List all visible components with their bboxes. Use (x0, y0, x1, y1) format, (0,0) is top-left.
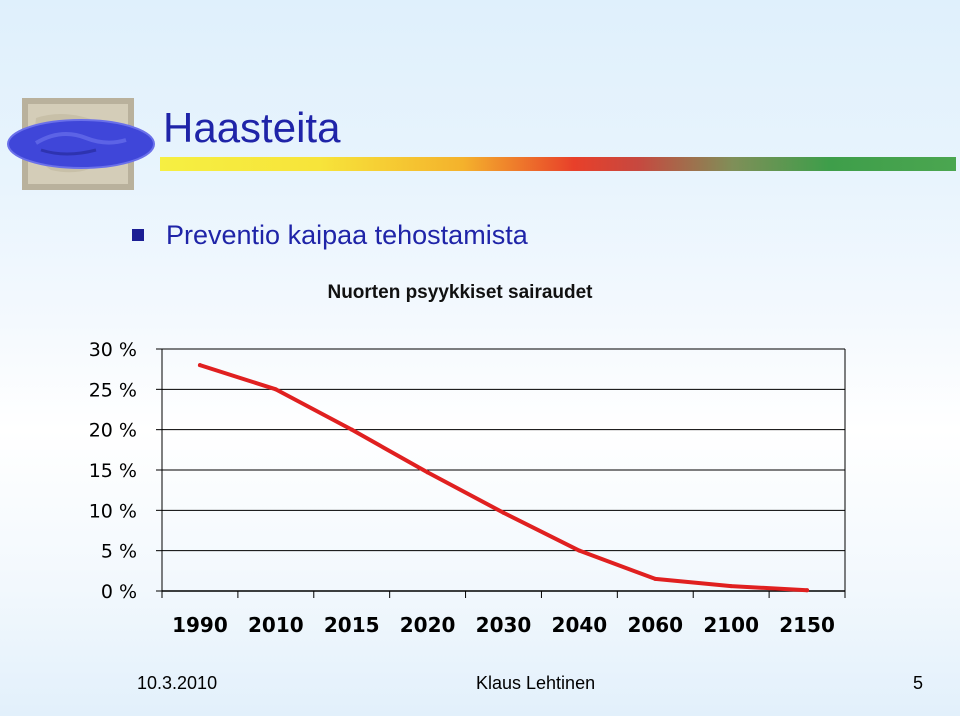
chart-gridlines (162, 348, 845, 552)
y-tick-label: 0 % (101, 581, 137, 603)
bullet-item: Preventio kaipaa tehostamista (132, 218, 528, 252)
x-tick-label: 2150 (779, 613, 835, 637)
chart-series (197, 363, 810, 593)
y-axis-labels: 0 % 5 % 10 % 15 % 20 % 25 % 30 % (89, 339, 137, 603)
x-tick-label: 2060 (627, 613, 683, 637)
y-tick-label: 5 % (101, 541, 137, 563)
data-point (349, 427, 354, 432)
chart-axes (156, 348, 846, 598)
bullet-text: Preventio kaipaa tehostamista (166, 219, 528, 250)
data-point (273, 387, 278, 392)
y-tick-label: 20 % (89, 420, 137, 442)
x-tick-label: 2040 (552, 613, 608, 637)
x-tick-label: 2015 (324, 613, 380, 637)
slide-title: Haasteita (163, 104, 341, 151)
title-underline-bar (160, 157, 956, 171)
data-point (805, 588, 810, 593)
x-tick-label: 2030 (476, 613, 532, 637)
x-tick-label: 2100 (703, 613, 759, 637)
y-tick-label: 15 % (89, 460, 137, 482)
data-point (729, 584, 734, 589)
data-point (501, 510, 506, 515)
data-point (425, 470, 430, 475)
chart-title: Nuorten psyykkiset sairaudet (327, 282, 593, 303)
footer-author: Klaus Lehtinen (476, 673, 596, 693)
x-axis-labels: 1990 2010 2015 2020 2030 2040 2060 2100 2150 (172, 613, 835, 637)
data-point (577, 548, 582, 553)
footer-page-number: 5 (913, 673, 924, 693)
handshake-photo-logo-icon (7, 98, 155, 190)
series-line (197, 363, 810, 593)
x-tick-label: 2010 (248, 613, 304, 637)
data-point (197, 363, 202, 368)
x-tick-label: 2020 (400, 613, 456, 637)
footer-date: 10.3.2010 (137, 673, 218, 693)
y-tick-label: 25 % (89, 379, 137, 401)
y-tick-label: 10 % (89, 500, 137, 522)
x-tick-label: 1990 (172, 613, 228, 637)
square-bullet-icon (132, 229, 144, 241)
data-point (653, 576, 658, 581)
y-tick-label: 30 % (89, 339, 137, 361)
